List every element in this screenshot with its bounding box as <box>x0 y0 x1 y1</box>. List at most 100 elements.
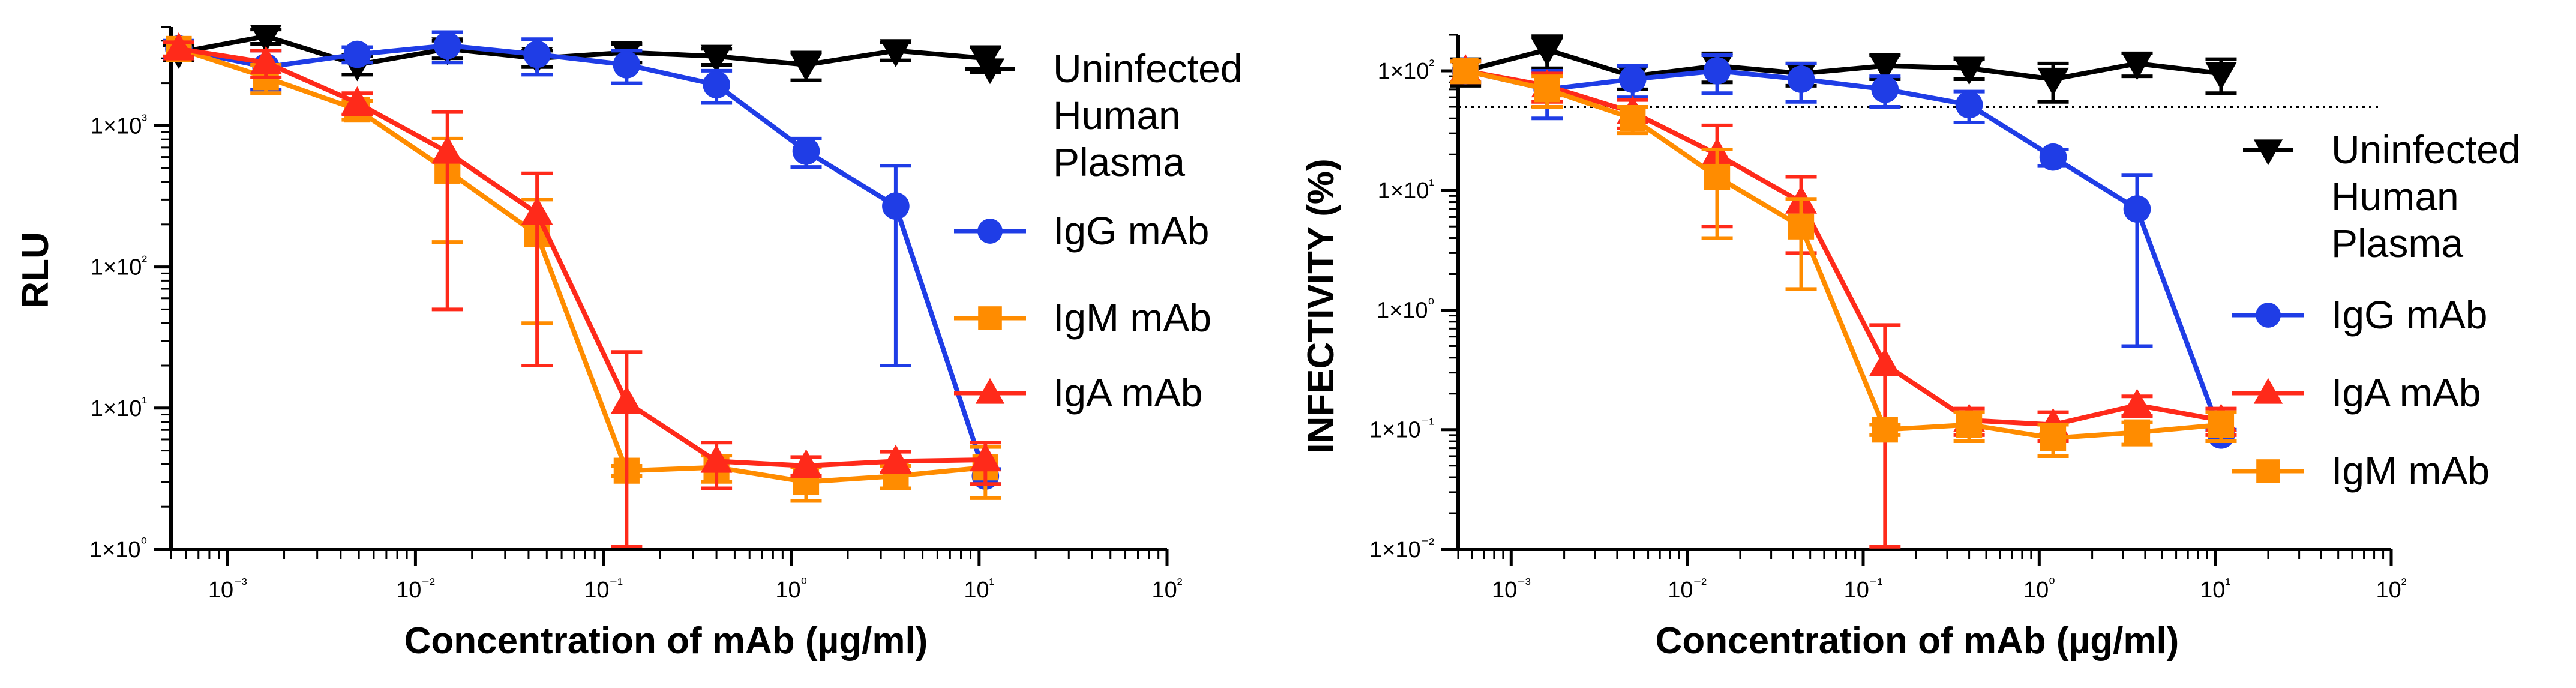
legend-label: Uninfected <box>1053 46 1243 91</box>
data-point <box>1703 57 1731 85</box>
x-tick-label: 10⁻³ <box>1492 575 1531 603</box>
legend-swatch-marker <box>978 306 1002 330</box>
legend-swatch-marker <box>2253 378 2283 404</box>
series-line <box>1465 47 2221 82</box>
data-point <box>341 86 373 115</box>
y-axis-title: RLU <box>15 232 56 308</box>
y-tick-label: 1×10² <box>91 252 148 280</box>
data-point <box>521 196 553 225</box>
data-point <box>792 137 820 165</box>
x-tick-label: 10² <box>1152 575 1183 603</box>
data-point <box>2205 62 2237 91</box>
x-tick-label: 10⁰ <box>2023 575 2055 603</box>
series-igm-mab <box>1450 58 2237 458</box>
data-point <box>2124 419 2151 445</box>
legend-label: IgG mAb <box>2331 292 2487 337</box>
series-igg-mab <box>163 30 1001 490</box>
x-tick-label: 10⁻¹ <box>584 575 623 603</box>
data-point <box>1620 105 1646 131</box>
legend-label: Uninfected <box>2331 127 2521 172</box>
data-point <box>2121 52 2153 80</box>
series-line <box>1465 68 2221 441</box>
data-point <box>1704 163 1731 190</box>
data-point <box>250 25 282 53</box>
series-line <box>1465 68 2224 436</box>
legend-label: IgM mAb <box>1053 295 1211 340</box>
legend-label: Human <box>2331 174 2459 219</box>
legend-swatch-marker <box>2256 303 2281 328</box>
legend-label: Plasma <box>2331 221 2463 265</box>
data-point <box>1788 213 1815 240</box>
legend-label: Human <box>1053 93 1181 137</box>
data-point <box>1869 54 1901 83</box>
data-point <box>969 443 1001 472</box>
y-tick-label: 1×10⁻¹ <box>1369 415 1434 443</box>
data-point <box>700 44 733 73</box>
data-point <box>790 53 822 82</box>
data-point <box>343 40 371 68</box>
x-axis-title: Concentration of mAb (µg/ml) <box>1656 620 2179 662</box>
legend-label: IgA mAb <box>1053 370 1202 415</box>
legend-swatch-marker <box>975 58 1005 85</box>
series-igg-mab <box>1450 53 2237 449</box>
x-tick-label: 10² <box>2376 575 2407 603</box>
legend-swatch-marker <box>2253 139 2283 166</box>
data-point <box>2208 411 2235 438</box>
series-iga-mab <box>1449 54 2237 549</box>
series-line <box>178 34 986 67</box>
data-point <box>2039 143 2067 171</box>
y-tick-label: 1×10² <box>1378 56 1435 84</box>
data-point <box>880 444 912 473</box>
legend-label: Plasma <box>1053 140 1185 184</box>
data-point <box>613 51 641 79</box>
legend-label: IgG mAb <box>1053 208 1209 253</box>
x-tick-label: 10⁻² <box>1668 575 1707 603</box>
data-point <box>790 449 822 478</box>
x-tick-label: 10⁻³ <box>208 575 247 603</box>
data-point <box>1618 65 1647 93</box>
data-point <box>2037 67 2069 96</box>
y-tick-label: 1×10⁰ <box>1377 295 1434 323</box>
data-point <box>703 71 730 98</box>
y-tick-label: 1×10⁻² <box>1369 534 1434 563</box>
legend-label: IgA mAb <box>2331 370 2481 415</box>
y-tick-label: 1×10⁰ <box>89 534 147 563</box>
y-tick-label: 1×10³ <box>91 110 148 139</box>
data-point <box>1534 76 1560 103</box>
data-point <box>523 40 551 68</box>
series-iga-mab <box>163 32 1001 549</box>
data-point <box>880 39 912 67</box>
x-tick-label: 10⁰ <box>775 575 807 603</box>
legend-swatch-marker <box>2256 459 2280 483</box>
data-point <box>250 46 282 74</box>
data-point <box>1787 65 1815 93</box>
x-tick-label: 10⁻¹ <box>1844 575 1883 603</box>
data-point <box>433 31 461 59</box>
series-line <box>178 43 988 477</box>
data-point <box>2121 388 2153 417</box>
legend-swatch-marker <box>977 219 1003 244</box>
data-point <box>1531 38 1563 67</box>
data-point <box>1871 76 1899 103</box>
series-igm-mab <box>163 35 1001 503</box>
series-line <box>1465 68 2222 427</box>
legend-swatch-marker <box>975 378 1005 404</box>
data-point <box>2040 425 2067 451</box>
infectivity-chart: Concentration of mAb (µg/ml) INFECTIVITY… <box>1300 34 2521 662</box>
rlu-chart: Concentration of mAb (µg/ml) RLU 10⁻³ 10⁻… <box>15 25 1243 662</box>
y-axis-title: INFECTIVITY (%) <box>1300 158 1342 453</box>
data-point <box>1956 411 1983 438</box>
y-tick-label: 1×10¹ <box>1378 175 1435 204</box>
x-tick-label: 10¹ <box>964 575 994 603</box>
series-line <box>178 46 986 468</box>
data-point <box>700 444 733 473</box>
x-axis-title: Concentration of mAb (µg/ml) <box>404 620 928 662</box>
data-point <box>431 135 464 164</box>
data-point <box>1953 56 1985 85</box>
data-point <box>163 32 195 61</box>
x-tick-label: 10¹ <box>2200 575 2230 603</box>
data-point <box>882 192 910 220</box>
data-point <box>1452 58 1479 84</box>
